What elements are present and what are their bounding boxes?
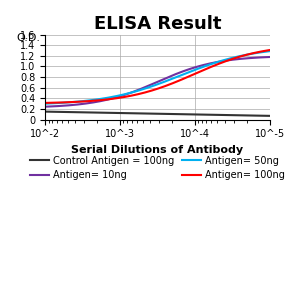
Antigen= 100ng bbox=[232, 56, 236, 60]
Control Antigen = 100ng bbox=[181, 112, 184, 116]
Title: ELISA Result: ELISA Result bbox=[94, 15, 221, 33]
Antigen= 100ng bbox=[44, 101, 48, 105]
Antigen= 10ng bbox=[177, 71, 181, 75]
Antigen= 10ng bbox=[176, 71, 180, 75]
Antigen= 100ng bbox=[247, 52, 250, 56]
Control Antigen = 100ng bbox=[268, 114, 272, 118]
Antigen= 10ng bbox=[181, 70, 184, 73]
Antigen= 100ng bbox=[177, 79, 181, 83]
Antigen= 100ng bbox=[176, 79, 180, 83]
X-axis label: Serial Dilutions of Antibody: Serial Dilutions of Antibody bbox=[71, 145, 244, 155]
Antigen= 50ng bbox=[44, 102, 47, 106]
Antigen= 100ng bbox=[44, 101, 47, 105]
Antigen= 100ng bbox=[181, 77, 184, 81]
Antigen= 100ng bbox=[268, 48, 272, 52]
Control Antigen = 100ng bbox=[247, 114, 250, 117]
Control Antigen = 100ng bbox=[177, 112, 181, 116]
Antigen= 50ng bbox=[176, 75, 180, 78]
Antigen= 50ng bbox=[268, 50, 272, 53]
Control Antigen = 100ng bbox=[176, 112, 180, 116]
Antigen= 10ng bbox=[232, 58, 236, 61]
Line: Antigen= 100ng: Antigen= 100ng bbox=[45, 50, 270, 103]
Antigen= 50ng bbox=[44, 102, 48, 105]
Antigen= 10ng bbox=[44, 105, 48, 109]
Text: O.D.: O.D. bbox=[16, 33, 40, 43]
Antigen= 50ng bbox=[177, 74, 181, 78]
Control Antigen = 100ng bbox=[44, 110, 47, 113]
Legend: Control Antigen = 100ng, Antigen= 10ng, Antigen= 50ng, Antigen= 100ng: Control Antigen = 100ng, Antigen= 10ng, … bbox=[26, 152, 289, 184]
Antigen= 50ng bbox=[247, 52, 250, 56]
Control Antigen = 100ng bbox=[44, 110, 48, 113]
Antigen= 10ng bbox=[247, 56, 250, 60]
Antigen= 50ng bbox=[181, 73, 184, 76]
Line: Antigen= 10ng: Antigen= 10ng bbox=[45, 57, 270, 107]
Antigen= 50ng bbox=[232, 56, 236, 59]
Control Antigen = 100ng bbox=[232, 113, 236, 117]
Antigen= 10ng bbox=[44, 105, 47, 109]
Line: Antigen= 50ng: Antigen= 50ng bbox=[45, 51, 270, 104]
Line: Control Antigen = 100ng: Control Antigen = 100ng bbox=[45, 112, 270, 116]
Antigen= 10ng bbox=[268, 55, 272, 59]
